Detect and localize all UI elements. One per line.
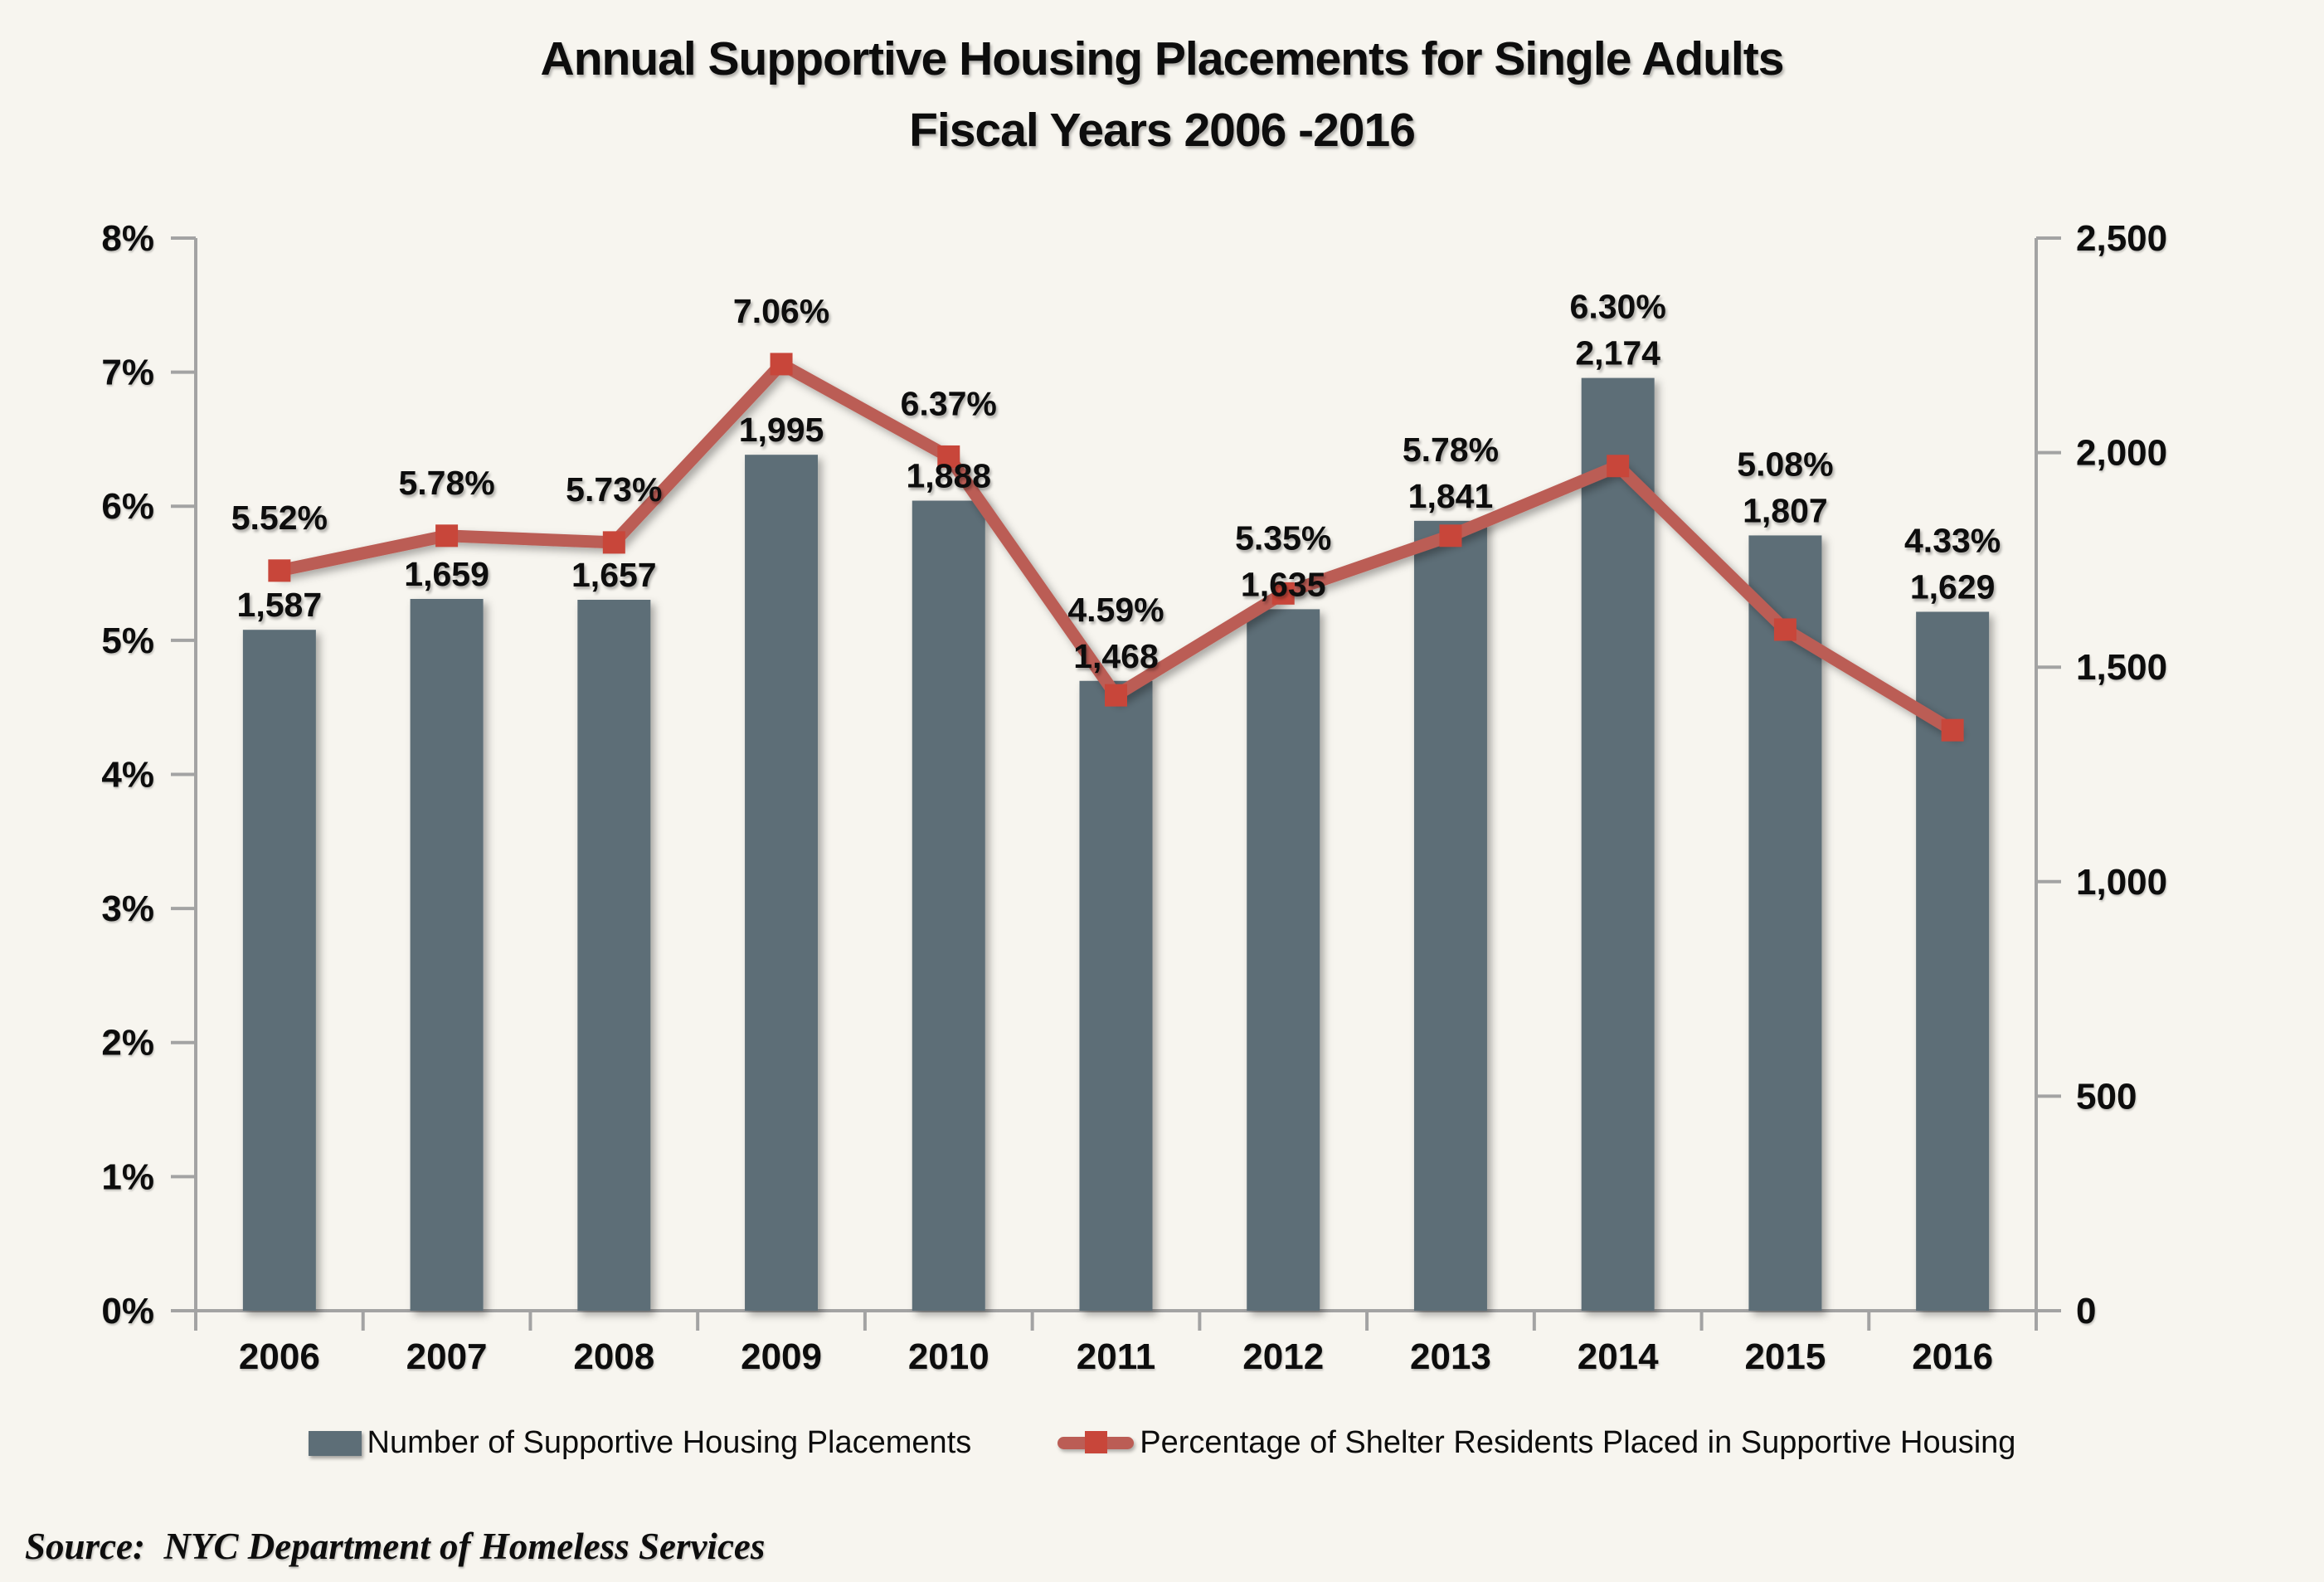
bar-value-label-2008: 1,657: [571, 556, 657, 594]
bar-2008: [577, 599, 651, 1311]
right-axis-tick-label: 1,500: [2076, 647, 2167, 688]
x-axis-label-2008: 2008: [573, 1336, 654, 1377]
bar-2011: [1079, 680, 1153, 1311]
legend-item-placements: Number of Supportive Housing Placements: [308, 1425, 972, 1461]
percentage-line: [273, 358, 1959, 737]
x-axis-label-2010: 2010: [908, 1336, 989, 1377]
pct-value-label-2015: 5.08%: [1737, 445, 1833, 483]
legend-line-label: Percentage of Shelter Residents Placed i…: [1140, 1425, 2016, 1460]
legend-bar-swatch-icon: [308, 1430, 362, 1456]
bar-value-label-2014: 2,174: [1575, 334, 1660, 372]
pct-value-label-2009: 7.06%: [733, 292, 829, 330]
left-axis-tick-label: 4%: [101, 754, 154, 795]
left-axis-tick-label: 1%: [101, 1156, 154, 1197]
pct-value-label-2011: 4.59%: [1067, 591, 1164, 629]
left-axis-tick-label: 0%: [101, 1291, 154, 1331]
chart-title-line2: Fiscal Years 2006 -2016: [909, 104, 1416, 157]
bar-value-label-2009: 1,995: [739, 411, 824, 449]
percentage-marker-2015: [1773, 618, 1796, 641]
pct-value-label-2014: 6.30%: [1570, 288, 1666, 326]
percentage-marker-2009: [770, 353, 793, 376]
x-axis-label-2011: 2011: [1077, 1336, 1155, 1377]
x-axis-label-2014: 2014: [1578, 1336, 1659, 1377]
percentage-marker-2013: [1439, 524, 1462, 548]
bar-value-label-2015: 1,807: [1743, 491, 1828, 529]
bar-2009: [745, 455, 819, 1311]
bar-value-label-2011: 1,468: [1073, 637, 1159, 675]
left-axis-tick-label: 2%: [101, 1023, 154, 1064]
percentage-marker-2012: [1271, 582, 1295, 605]
x-axis-label-2009: 2009: [741, 1336, 822, 1377]
right-axis-tick-label: 500: [2076, 1076, 2137, 1117]
percentage-marker-2014: [1607, 455, 1630, 478]
pct-value-label-2013: 5.78%: [1403, 431, 1499, 469]
legend-item-percentage: Percentage of Shelter Residents Placed i…: [1057, 1425, 2015, 1461]
source-note: Source: NYC Department of Homeless Servi…: [25, 1526, 766, 1567]
bar-2010: [912, 500, 985, 1311]
left-axis-tick-label: 6%: [101, 486, 154, 527]
bar-value-label-2016: 1,629: [1910, 567, 1996, 606]
legend-bar-label: Number of Supportive Housing Placements: [367, 1425, 972, 1460]
bar-2007: [410, 598, 484, 1311]
chart-title-line1: Annual Supportive Housing Placements for…: [540, 32, 1785, 85]
left-axis-tick-label: 7%: [101, 353, 154, 393]
bar-2006: [242, 630, 316, 1311]
percentage-marker-2010: [937, 445, 960, 468]
percentage-marker-2006: [268, 559, 291, 582]
right-axis-tick-label: 0: [2076, 1291, 2096, 1331]
x-axis-label-2007: 2007: [406, 1336, 488, 1377]
x-axis-label-2016: 2016: [1912, 1336, 1993, 1377]
pct-value-label-2006: 5.52%: [231, 499, 328, 537]
pct-value-label-2007: 5.78%: [398, 464, 494, 502]
x-axis-label-2013: 2013: [1410, 1336, 1491, 1377]
bar-value-label-2007: 1,659: [404, 555, 489, 593]
pct-value-label-2016: 4.33%: [1904, 521, 2001, 559]
bar-value-label-2006: 1,587: [237, 586, 323, 624]
pct-value-label-2012: 5.35%: [1235, 518, 1331, 557]
bar-2013: [1413, 520, 1487, 1311]
bar-value-label-2013: 1,841: [1408, 477, 1494, 515]
chart-legend: Number of Supportive Housing Placements …: [0, 1425, 2324, 1461]
bar-2014: [1581, 377, 1655, 1312]
bar-value-label-2010: 1,888: [906, 457, 991, 495]
x-axis-label-2012: 2012: [1242, 1336, 1324, 1377]
legend-line-marker-icon: [1085, 1431, 1108, 1453]
percentage-marker-2007: [435, 524, 459, 548]
right-axis-tick-label: 2,500: [2076, 218, 2167, 259]
left-axis-tick-label: 3%: [101, 888, 154, 929]
percentage-marker-2008: [602, 531, 625, 554]
chart-title: Annual Supportive Housing Placements for…: [0, 23, 2324, 166]
pct-value-label-2010: 6.37%: [901, 384, 997, 422]
bar-2015: [1748, 535, 1822, 1311]
x-axis-label-2006: 2006: [239, 1336, 320, 1377]
bar-value-label-2012: 1,635: [1241, 565, 1326, 603]
x-axis-label-2015: 2015: [1744, 1336, 1826, 1377]
pct-value-label-2008: 5.73%: [566, 470, 662, 509]
legend-line-swatch-icon: [1057, 1431, 1135, 1453]
percentage-marker-2011: [1105, 684, 1127, 707]
percentage-marker-2016: [1941, 718, 1964, 742]
right-axis-tick-label: 2,000: [2076, 433, 2167, 474]
left-axis-tick-label: 5%: [101, 621, 154, 661]
left-axis-tick-label: 8%: [101, 218, 154, 259]
bar-2012: [1247, 609, 1320, 1311]
right-axis-tick-label: 1,000: [2076, 862, 2167, 903]
